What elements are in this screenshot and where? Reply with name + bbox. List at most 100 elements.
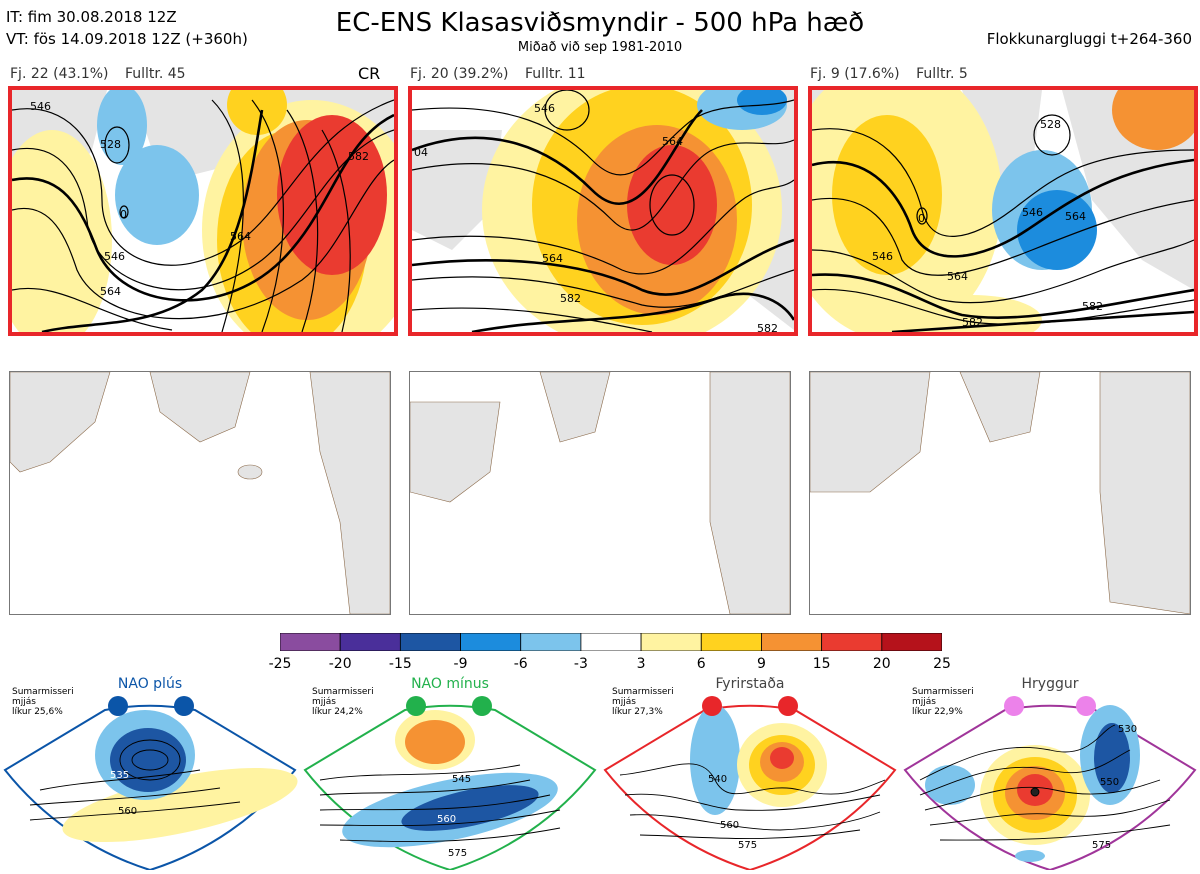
colorbar-tick-label: 20 (872, 656, 891, 672)
page-title: EC-ENS Klasasviðsmyndir - 500 hPa hæð (335, 8, 865, 38)
empty-map-1 (9, 371, 391, 615)
colorbar-tick-label: -15 (388, 656, 412, 672)
colorbar-segment (881, 633, 942, 651)
contour-label: 560 (437, 814, 456, 825)
initial-time: IT: fim 30.08.2018 12Z (6, 8, 177, 26)
contour-label: 560 (118, 806, 137, 817)
cluster-1-label: Fj. 22 (43.1%) Fulltr. 45 (10, 66, 198, 82)
cluster-1-rep: Fulltr. 45 (124, 66, 186, 82)
colorbar-tick-label: 15 (812, 656, 831, 672)
cluster-2-label: Fj. 20 (39.2%) Fulltr. 11 (410, 66, 598, 82)
colorbar-tick-label: -3 (573, 656, 588, 672)
colorbar-tick-label: 3 (636, 656, 646, 672)
colorbar-tick-label: 25 (933, 656, 951, 672)
contour-label: 582 (962, 316, 983, 329)
valid-time: VT: fös 14.09.2018 12Z (+360h) (6, 30, 248, 48)
contour-label: 575 (1092, 840, 1111, 851)
contour-label: 546 (872, 250, 893, 263)
regime-probability: líkur 22,9% (912, 707, 963, 717)
contour-label: 564 (100, 285, 121, 298)
regime-note: Sumarmisseri mjjás líkur 27,3% (612, 687, 674, 717)
contour-label: 546 (1022, 206, 1043, 219)
contour-label: 575 (738, 840, 757, 851)
regime-probability: líkur 27,3% (612, 707, 663, 717)
contour-label: 546 (104, 250, 125, 263)
header-info: IT: fim 30.08.2018 12Z VT: fös 14.09.201… (6, 6, 248, 50)
contour-label: 564 (662, 135, 683, 148)
regime-note: Sumarmisseri mjjás líkur 22,9% (912, 687, 974, 717)
contour-label: 582 (348, 150, 369, 163)
colorbar-tick-label: 6 (696, 656, 706, 672)
cluster-2-rep: Fulltr. 11 (524, 66, 586, 82)
regime-months: mjjás (12, 697, 36, 707)
contour-label: 546 (534, 102, 555, 115)
contour-label: 582 (757, 322, 778, 332)
regime-season: Sumarmisseri (12, 687, 74, 697)
cluster-3-rep: Fulltr. 5 (916, 66, 968, 82)
cluster-2-map[interactable]: 546 564 582 564 04 582 (408, 86, 798, 336)
colorbar-tick-label: -9 (453, 656, 468, 672)
contour-label: 564 (542, 252, 563, 265)
regime-ridge: 530 550 575 Hryggur Sumarmisseri mjjás l… (900, 630, 1200, 872)
regime-marker-dot (406, 696, 426, 716)
cluster-3-count: Fj. 9 (17.6%) (810, 66, 900, 82)
regime-nao-plus: 535 560 NAO plús Sumarmisseri mjjás líku… (0, 630, 300, 872)
regime-note: Sumarmisseri mjjás líkur 25,6% (12, 687, 74, 717)
contour-label: 0 (120, 208, 127, 221)
regime-probability: líkur 24,2% (312, 707, 363, 717)
contour-label: 582 (560, 292, 581, 305)
contour-label: 550 (1100, 777, 1119, 788)
regime-blocking: 540 560 575 Fyrirstaða Sumarmisseri mjjá… (600, 630, 900, 872)
contour-label: 04 (414, 146, 428, 159)
regime-name: NAO plús (117, 676, 183, 692)
regime-marker-dot (1004, 696, 1024, 716)
cluster-3-map[interactable]: 528 546 564 582 546 564 582 0 (808, 86, 1198, 336)
regime-season: Sumarmisseri (312, 687, 374, 697)
contour-label: 582 (1082, 300, 1103, 313)
contour-label: 545 (452, 774, 471, 785)
contour-label: 528 (100, 138, 121, 151)
regime-name: NAO mínus (411, 676, 489, 692)
regime-name: Fyrirstaða (715, 676, 785, 692)
cluster-1-count: Fj. 22 (43.1%) (10, 66, 109, 82)
regime-probability: líkur 25,6% (12, 707, 63, 717)
regime-marker-dot (472, 696, 492, 716)
regime-marker-dot (778, 696, 798, 716)
contour-label: 540 (708, 774, 727, 785)
cluster-1-map[interactable]: 546 564 582 528 0 546 564 (8, 86, 398, 336)
colorbar-tick-label: -20 (328, 656, 352, 672)
contour-label: 564 (1065, 210, 1086, 223)
contour-label: 546 (30, 100, 51, 113)
colorbar-tick-label: -25 (268, 656, 292, 672)
regime-marker-dot (174, 696, 194, 716)
regime-nao-minus: 545 560 575 NAO mínus Sumarmisseri mjjás… (300, 630, 600, 872)
regime-season: Sumarmisseri (612, 687, 674, 697)
empty-map-3 (809, 371, 1191, 615)
regime-name: Hryggur (1021, 676, 1079, 692)
empty-map-2 (409, 371, 791, 615)
cluster-3-label: Fj. 9 (17.6%) Fulltr. 5 (810, 66, 980, 82)
colorbar-tick-label: -6 (513, 656, 528, 672)
contour-label: 575 (448, 848, 467, 859)
contour-label: 530 (1118, 724, 1137, 735)
regime-months: mjjás (612, 697, 636, 707)
regime-months: mjjás (912, 697, 936, 707)
contour-label: 560 (720, 820, 739, 831)
contour-label: 564 (947, 270, 968, 283)
regime-marker-dot (1076, 696, 1096, 716)
colorbar (280, 633, 942, 651)
regime-marker-dot (702, 696, 722, 716)
colorbar-tick-label: 9 (756, 656, 766, 672)
regime-note: Sumarmisseri mjjás líkur 24,2% (312, 687, 374, 717)
contour-label: 528 (1040, 118, 1061, 131)
contour-label: 564 (230, 230, 251, 243)
contour-label: 535 (110, 770, 129, 781)
regime-marker-dot (108, 696, 128, 716)
page-subtitle: Miðað við sep 1981-2010 (517, 40, 683, 55)
contour-label: 0 (918, 212, 925, 225)
regime-season: Sumarmisseri (912, 687, 974, 697)
regime-months: mjjás (312, 697, 336, 707)
cluster-1-tag: CR (358, 64, 381, 83)
cluster-2-count: Fj. 20 (39.2%) (410, 66, 509, 82)
classification-window: Flokkunargluggi t+264-360 (986, 30, 1192, 48)
